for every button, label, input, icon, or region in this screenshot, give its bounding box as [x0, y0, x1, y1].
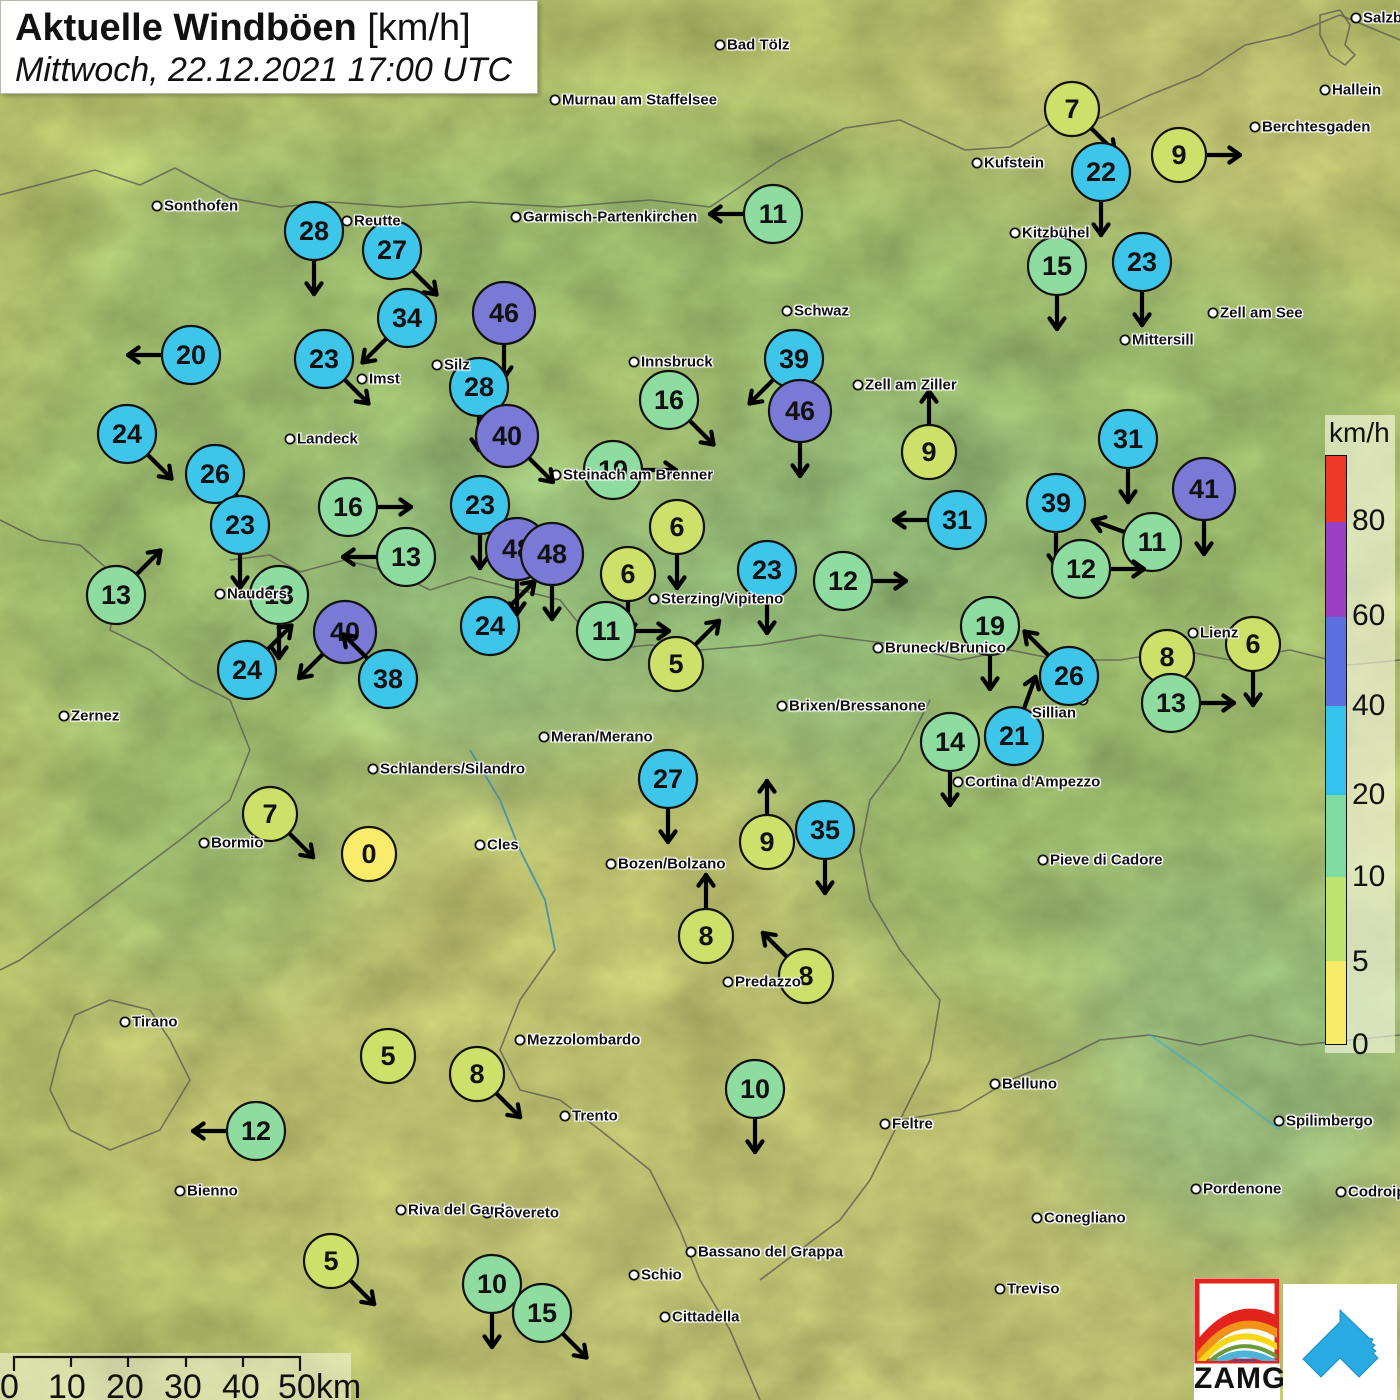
svg-text:14: 14 — [935, 727, 965, 757]
svg-text:5: 5 — [380, 1041, 395, 1071]
svg-text:12: 12 — [241, 1116, 271, 1146]
svg-text:11: 11 — [759, 199, 788, 229]
svg-text:23: 23 — [465, 490, 495, 520]
svg-text:34: 34 — [392, 303, 422, 333]
svg-text:19: 19 — [975, 611, 1005, 641]
svg-text:27: 27 — [377, 235, 407, 265]
svg-text:16: 16 — [333, 492, 363, 522]
svg-text:8: 8 — [1159, 642, 1174, 672]
svg-text:40: 40 — [492, 421, 522, 451]
svg-text:28: 28 — [464, 372, 494, 402]
svg-text:7: 7 — [1064, 94, 1079, 124]
svg-text:24: 24 — [112, 419, 142, 449]
svg-text:11: 11 — [592, 616, 621, 646]
svg-text:15: 15 — [527, 1298, 557, 1328]
svg-text:9: 9 — [1171, 140, 1186, 170]
svg-text:24: 24 — [232, 655, 262, 685]
svg-text:9: 9 — [759, 827, 774, 857]
svg-text:6: 6 — [620, 559, 635, 589]
svg-text:12: 12 — [1066, 554, 1096, 584]
svg-text:13: 13 — [391, 542, 421, 572]
svg-text:12: 12 — [828, 566, 858, 596]
svg-text:23: 23 — [1127, 247, 1157, 277]
svg-text:26: 26 — [1054, 661, 1084, 691]
svg-text:23: 23 — [752, 555, 782, 585]
svg-text:15: 15 — [1042, 251, 1072, 281]
svg-text:5: 5 — [668, 649, 683, 679]
svg-text:31: 31 — [942, 505, 972, 535]
svg-text:5: 5 — [323, 1246, 338, 1276]
svg-text:39: 39 — [1041, 488, 1071, 518]
svg-text:10: 10 — [740, 1074, 770, 1104]
svg-text:10: 10 — [477, 1269, 507, 1299]
svg-text:21: 21 — [999, 721, 1029, 751]
svg-text:9: 9 — [921, 437, 936, 467]
svg-text:48: 48 — [537, 539, 567, 569]
svg-text:26: 26 — [200, 459, 230, 489]
svg-text:23: 23 — [309, 344, 339, 374]
svg-text:35: 35 — [810, 815, 840, 845]
svg-text:8: 8 — [698, 921, 713, 951]
svg-text:6: 6 — [1245, 629, 1260, 659]
svg-text:31: 31 — [1113, 424, 1143, 454]
svg-text:0: 0 — [361, 839, 376, 869]
svg-text:41: 41 — [1189, 474, 1219, 504]
svg-text:46: 46 — [489, 298, 519, 328]
svg-text:27: 27 — [653, 764, 683, 794]
svg-text:6: 6 — [669, 512, 684, 542]
svg-text:23: 23 — [225, 510, 255, 540]
svg-text:16: 16 — [654, 385, 684, 415]
svg-text:13: 13 — [1156, 688, 1186, 718]
svg-text:28: 28 — [299, 216, 329, 246]
svg-text:22: 22 — [1086, 157, 1116, 187]
svg-text:11: 11 — [1138, 527, 1167, 557]
svg-text:20: 20 — [176, 340, 206, 370]
svg-text:24: 24 — [475, 611, 505, 641]
svg-text:8: 8 — [469, 1059, 484, 1089]
svg-text:13: 13 — [101, 580, 131, 610]
svg-text:39: 39 — [779, 344, 809, 374]
svg-text:46: 46 — [785, 396, 815, 426]
svg-text:38: 38 — [373, 664, 403, 694]
svg-text:7: 7 — [262, 799, 277, 829]
